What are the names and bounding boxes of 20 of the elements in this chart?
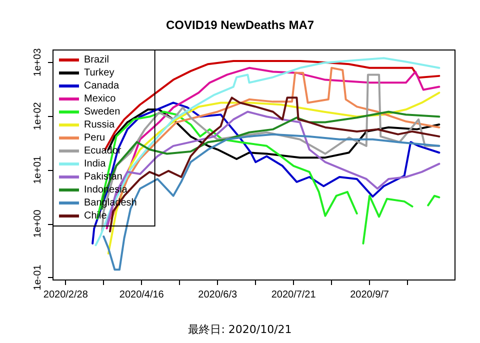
text: 最終日: 2020/10/21: [188, 323, 292, 336]
y-tick-label: 1e+01: [32, 155, 44, 184]
x-tick-label: 2020/6/3: [198, 290, 238, 300]
legend-label: India: [84, 158, 106, 170]
legend-label: Canada: [84, 80, 120, 92]
legend-label: Sweden: [84, 106, 120, 118]
chart-title: COVID19 NewDeaths MA7: [166, 18, 314, 32]
legend-label: Peru: [84, 132, 106, 144]
y-tick-label: 1e+03: [32, 48, 44, 76]
y-tick-label: 1e-01: [32, 264, 44, 290]
y-tick-label: 1e+00: [32, 209, 44, 238]
legend-label: Brazil: [84, 54, 110, 66]
legend-label: Mexico: [84, 94, 116, 104]
x-tick-label: 2020/7/21: [271, 290, 316, 300]
x-tick-label: 2020/4/16: [119, 290, 164, 300]
legend-label: Russia: [84, 120, 116, 130]
y-tick-label: 1e+02: [32, 102, 44, 130]
x-tick-label: 2020/2/28: [43, 290, 88, 300]
legend-label: Turkey: [84, 68, 114, 78]
x-tick-label: 2020/9/7: [350, 290, 390, 300]
